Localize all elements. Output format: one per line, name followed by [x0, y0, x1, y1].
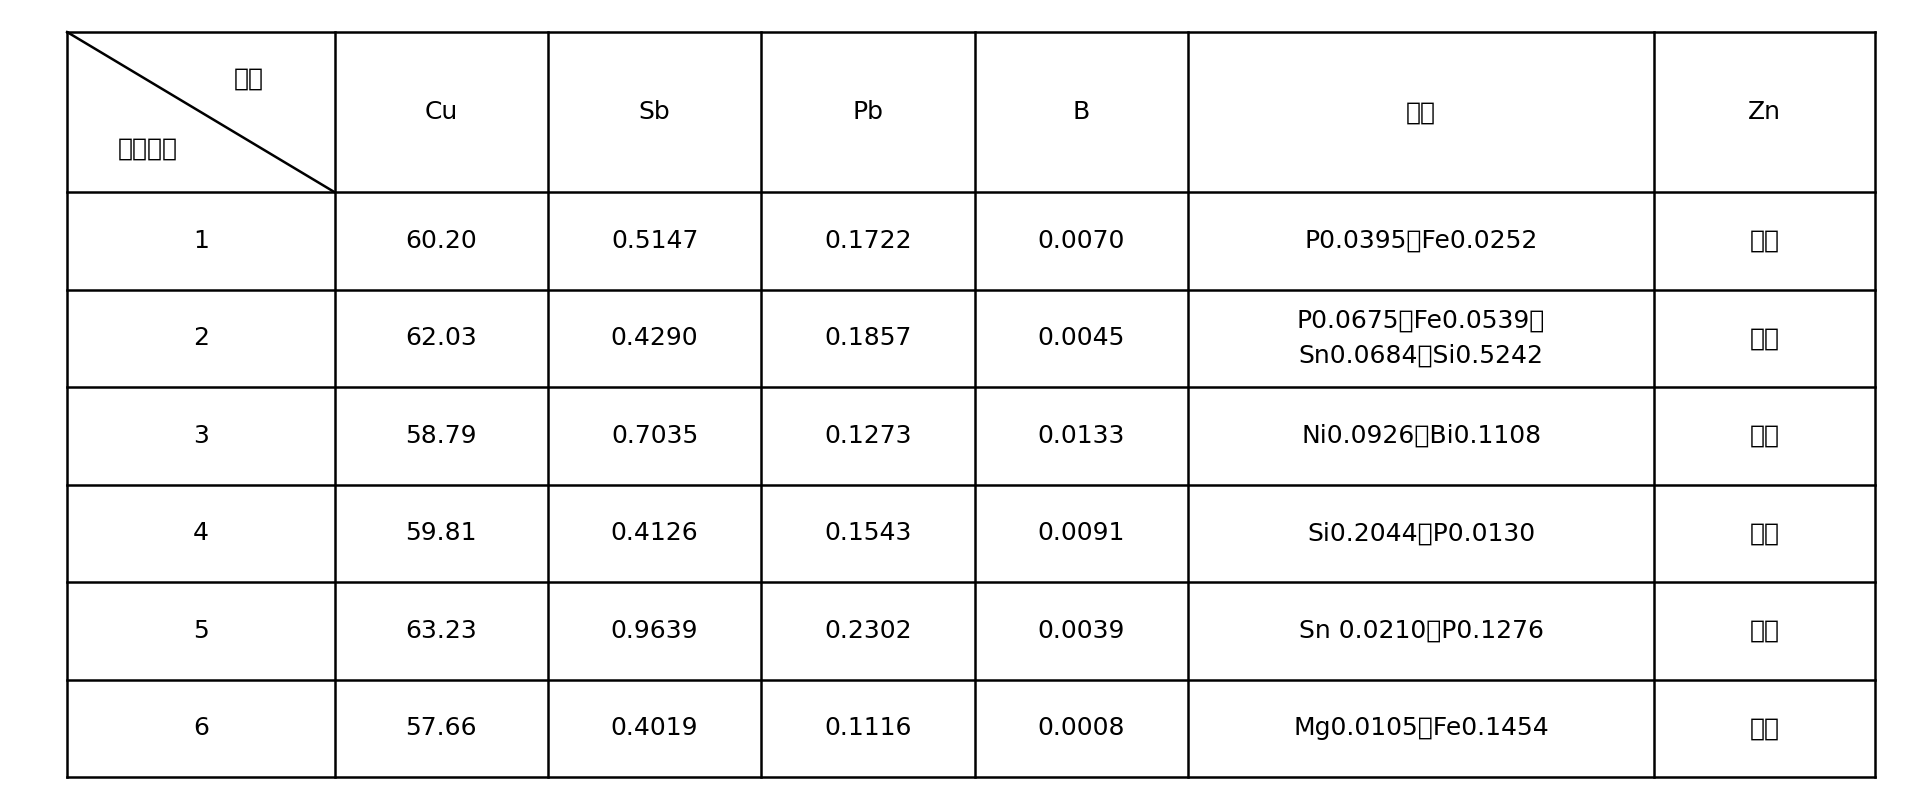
Text: 元素: 元素	[234, 66, 265, 91]
Text: 1: 1	[194, 229, 209, 253]
Text: Si0.2044、P0.0130: Si0.2044、P0.0130	[1307, 521, 1536, 545]
Text: 58.79: 58.79	[406, 424, 477, 448]
Text: 62.03: 62.03	[404, 326, 477, 350]
Text: 余量: 余量	[1750, 619, 1779, 642]
Text: 0.1116: 0.1116	[824, 716, 912, 740]
Text: 59.81: 59.81	[406, 521, 477, 545]
Text: Ni0.0926、Bi0.1108: Ni0.0926、Bi0.1108	[1302, 424, 1541, 448]
Text: 5: 5	[194, 619, 209, 642]
Text: 0.1722: 0.1722	[824, 229, 912, 253]
Text: B: B	[1074, 100, 1091, 124]
Text: 4: 4	[194, 521, 209, 545]
Text: Sn 0.0210、P0.1276: Sn 0.0210、P0.1276	[1298, 619, 1543, 642]
Text: 0.4126: 0.4126	[612, 521, 698, 545]
Text: 63.23: 63.23	[404, 619, 477, 642]
Text: 合金编号: 合金编号	[117, 136, 178, 160]
Text: 2: 2	[194, 326, 209, 350]
Text: 0.0039: 0.0039	[1037, 619, 1125, 642]
Text: 余量: 余量	[1750, 326, 1779, 350]
Text: 0.4019: 0.4019	[612, 716, 698, 740]
Text: Zn: Zn	[1748, 100, 1781, 124]
Text: 60.20: 60.20	[404, 229, 477, 253]
Text: Sb: Sb	[638, 100, 671, 124]
Text: 0.1543: 0.1543	[824, 521, 912, 545]
Text: 0.0091: 0.0091	[1037, 521, 1125, 545]
Text: 6: 6	[194, 716, 209, 740]
Text: 余量: 余量	[1750, 716, 1779, 740]
Text: Mg0.0105、Fe0.1454: Mg0.0105、Fe0.1454	[1294, 716, 1549, 740]
Text: 0.9639: 0.9639	[612, 619, 698, 642]
Text: 其它: 其它	[1405, 100, 1436, 124]
Text: 余量: 余量	[1750, 521, 1779, 545]
Text: 0.5147: 0.5147	[612, 229, 698, 253]
Text: 0.0133: 0.0133	[1037, 424, 1125, 448]
Text: 余量: 余量	[1750, 229, 1779, 253]
Text: 0.2302: 0.2302	[824, 619, 912, 642]
Text: Pb: Pb	[853, 100, 884, 124]
Text: P0.0675、Fe0.0539、
Sn0.0684、Si0.5242: P0.0675、Fe0.0539、 Sn0.0684、Si0.5242	[1298, 308, 1545, 368]
Text: 0.7035: 0.7035	[612, 424, 698, 448]
Text: 57.66: 57.66	[406, 716, 477, 740]
Text: Cu: Cu	[426, 100, 458, 124]
Text: 3: 3	[194, 424, 209, 448]
Text: 0.0008: 0.0008	[1037, 716, 1125, 740]
Text: 0.1273: 0.1273	[824, 424, 912, 448]
Text: 0.4290: 0.4290	[612, 326, 698, 350]
Text: 0.1857: 0.1857	[824, 326, 912, 350]
Text: 0.0070: 0.0070	[1037, 229, 1125, 253]
Text: 余量: 余量	[1750, 424, 1779, 448]
Text: 0.0045: 0.0045	[1037, 326, 1125, 350]
Text: P0.0395、Fe0.0252: P0.0395、Fe0.0252	[1304, 229, 1537, 253]
